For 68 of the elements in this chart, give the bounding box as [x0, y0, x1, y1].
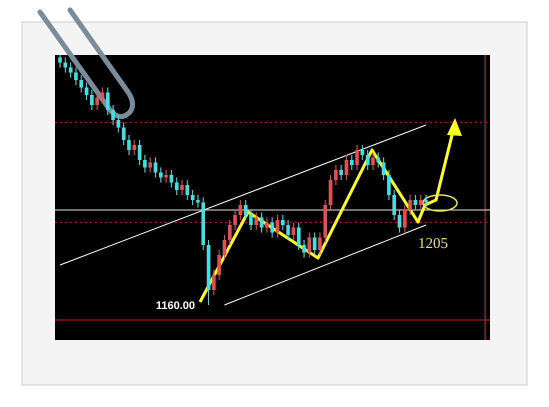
- candlestick: [84, 82, 88, 100]
- candlestick: [344, 154, 348, 180]
- candlestick: [286, 220, 290, 240]
- candlestick: [233, 210, 237, 230]
- candlestick: [174, 177, 178, 196]
- candlestick: [79, 74, 84, 93]
- candlestick: [355, 144, 359, 170]
- candlestick: [222, 234, 226, 260]
- candlestick: [402, 204, 407, 233]
- candlestick: [350, 154, 354, 170]
- candlestick: [196, 194, 200, 208]
- candlestick: [280, 214, 285, 230]
- candlestick: [292, 222, 296, 240]
- candlestick: [148, 157, 152, 173]
- candlestick: [116, 114, 120, 133]
- candlestick: [212, 270, 216, 296]
- candlestick: [164, 170, 168, 183]
- candlestick: [371, 152, 375, 170]
- candlestick: [276, 214, 280, 238]
- candlestick: [90, 90, 94, 110]
- candlestick: [265, 217, 269, 233]
- candlestick: [64, 57, 68, 73]
- candlestick: [392, 190, 396, 220]
- candlestick: [74, 67, 78, 86]
- candlestick: [138, 140, 142, 166]
- candlestick: [408, 194, 412, 216]
- candlestick: [244, 200, 248, 220]
- annotation: 1160.00: [156, 300, 195, 312]
- candlestick: [376, 152, 380, 168]
- candlestick: [366, 150, 370, 170]
- candlestick: [111, 104, 115, 126]
- candlestick: [424, 194, 428, 208]
- candlestick: [308, 232, 312, 258]
- candlestick: [318, 232, 322, 256]
- candlestick: [254, 212, 258, 230]
- candlestick: [58, 54, 62, 68]
- candlestick: [180, 180, 184, 196]
- candlestick: [154, 157, 158, 178]
- candlestick: [334, 164, 338, 186]
- candlestick: [296, 222, 300, 250]
- candlestick: [127, 134, 131, 156]
- candlestick: [360, 144, 364, 160]
- candlestick: [170, 170, 174, 188]
- candlestick: [270, 217, 274, 238]
- annotation: 1205: [418, 236, 448, 252]
- candlestick: [132, 140, 136, 156]
- candlestick: [68, 62, 72, 78]
- candlestick: [122, 122, 126, 146]
- candlestick: [158, 167, 163, 183]
- candlestick: [382, 157, 386, 180]
- candlestick: [398, 210, 402, 233]
- candlestick: [418, 194, 422, 210]
- candlestick: [100, 87, 104, 103]
- candlestick: [106, 87, 110, 116]
- candlestick: [387, 170, 391, 200]
- candlestick: [190, 190, 194, 206]
- candlestick: [339, 164, 343, 180]
- candlestick: [249, 210, 253, 230]
- candlestick: [414, 194, 418, 210]
- candlestick: [95, 92, 99, 110]
- candlestick: [186, 180, 190, 200]
- candlestick: [238, 200, 242, 220]
- candlestick: [302, 240, 306, 258]
- candlestick: [260, 212, 264, 233]
- candlestick: [217, 250, 221, 280]
- candlestick: [312, 232, 316, 256]
- candlestick: [228, 220, 232, 246]
- candlestick: [143, 154, 147, 173]
